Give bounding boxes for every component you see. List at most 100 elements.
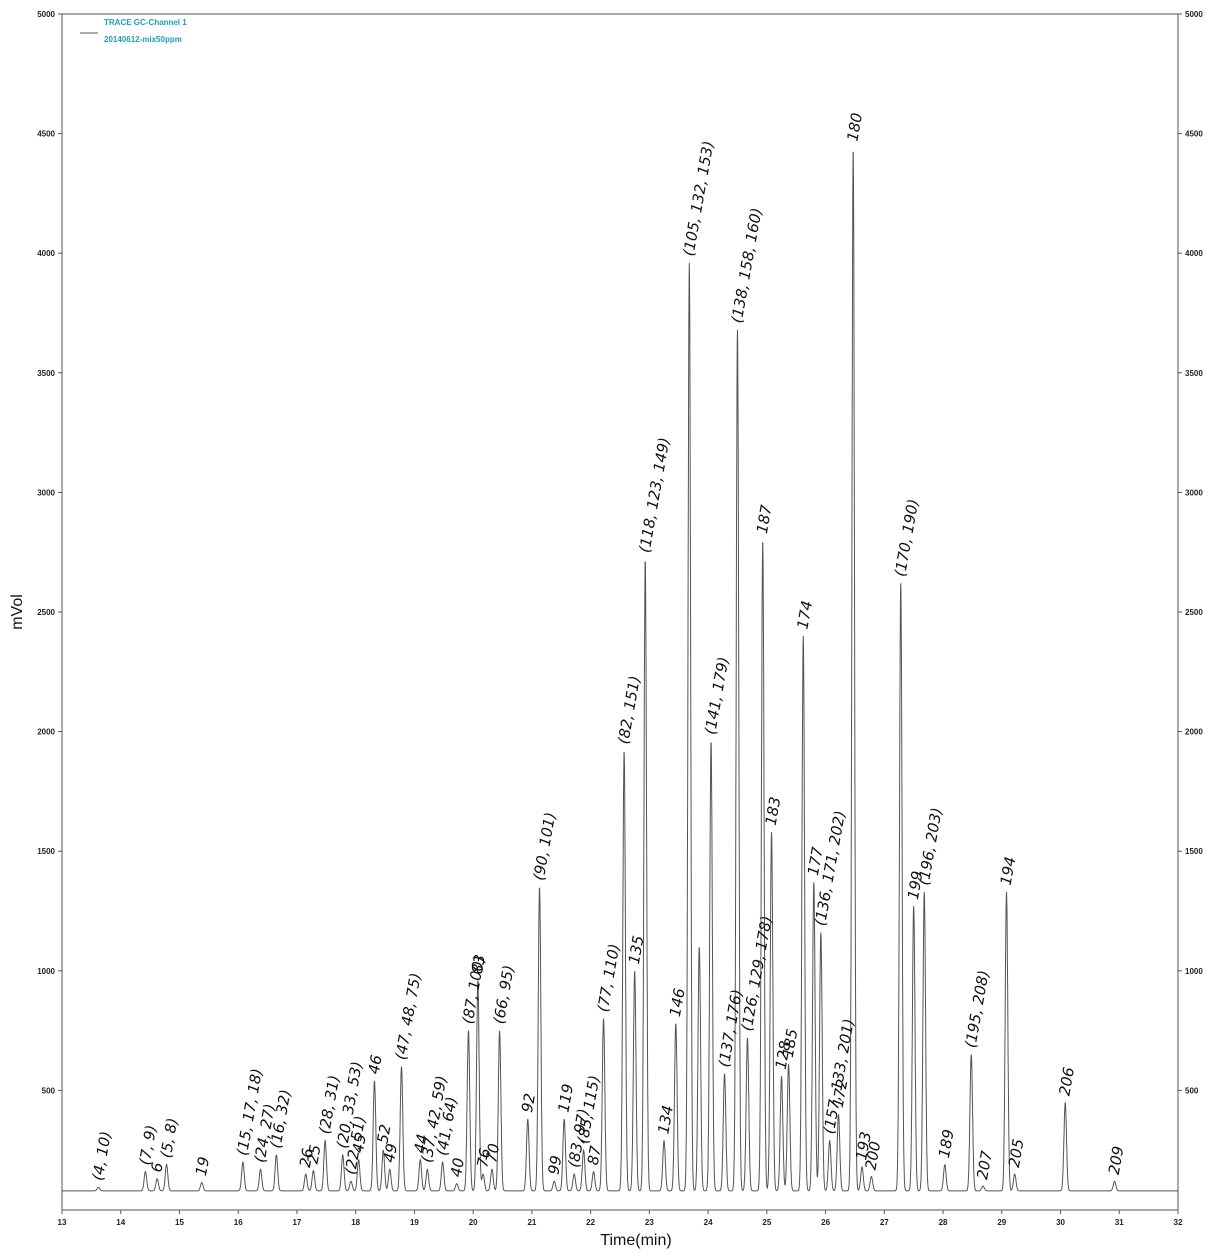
y-tick-label-left-6: 3500 <box>37 369 55 378</box>
x-tick-label-4: 17 <box>292 1218 301 1227</box>
chromatogram-trace <box>62 151 1178 1192</box>
y-tick-label-left-4: 2500 <box>37 608 55 617</box>
peak-label-53: (157, 133, 201) <box>820 1017 858 1135</box>
y-axis-right: 500 1000 1500 2000 2500 3000 3500 4000 4500 5000 <box>1178 10 1203 1095</box>
peak-label-25: 70 <box>482 1142 503 1164</box>
peak-label-33: 87 <box>584 1144 605 1166</box>
peak-label-7: (16, 32) <box>267 1088 295 1150</box>
y-tick-label-right-9: 5000 <box>1185 10 1203 19</box>
y-tick-label-right-6: 3500 <box>1185 369 1203 378</box>
peak-label-42: (141, 179) <box>701 655 732 735</box>
peak-label-50: 174 <box>794 599 817 630</box>
y-tick-label-left-0: 500 <box>42 1086 56 1095</box>
x-tick-label-14: 27 <box>880 1218 889 1227</box>
peak-label-30: 119 <box>554 1082 577 1113</box>
peak-label-35: (82, 151) <box>614 674 644 745</box>
y-tick-label-left-1: 1000 <box>37 967 55 976</box>
peak-label-14: 46 <box>365 1054 386 1076</box>
x-tick-label-2: 15 <box>175 1218 184 1227</box>
peak-label-61: 189 <box>935 1128 958 1159</box>
peak-label-0: (4, 10) <box>89 1130 115 1182</box>
peak-label-49: 185 <box>779 1027 802 1058</box>
y-tick-label-right-3: 2000 <box>1185 728 1203 737</box>
peak-label-34: (77, 110) <box>594 942 624 1013</box>
x-tick-label-15: 28 <box>939 1218 948 1227</box>
x-tick-label-16: 29 <box>997 1218 1006 1227</box>
x-axis-title: Time(min) <box>600 1232 671 1249</box>
x-tick-label-9: 22 <box>586 1218 595 1227</box>
legend: TRACE GC-Channel 1 20140612-mix50ppm <box>80 18 187 44</box>
y-tick-label-left-8: 4500 <box>37 130 55 139</box>
peak-label-58: (170, 190) <box>891 498 922 578</box>
plot-frame <box>61 13 1179 1211</box>
peak-label-48: 128 <box>772 1039 795 1070</box>
peak-label-65: 205 <box>1005 1137 1028 1168</box>
peak-label-37: (118, 123, 149) <box>636 436 674 554</box>
peak-label-55: 180 <box>843 111 866 142</box>
peak-label-46: 187 <box>753 503 776 535</box>
y-tick-label-right-5: 3000 <box>1185 488 1203 497</box>
peak-label-18: 44 <box>411 1133 432 1155</box>
peak-label-1: (7, 9) <box>136 1124 161 1167</box>
peak-label-3: (5, 8) <box>157 1116 182 1159</box>
y-tick-label-left-3: 2000 <box>37 728 55 737</box>
peak-label-26: (66, 95) <box>490 964 518 1026</box>
x-tick-label-0: 13 <box>58 1218 67 1227</box>
x-tick-label-13: 26 <box>821 1218 830 1227</box>
peak-label-8: 26 <box>296 1147 317 1169</box>
peak-label-2: 6 <box>147 1161 166 1174</box>
peak-label-56: 193 <box>852 1130 875 1161</box>
x-axis: 13 14 15 16 17 18 19 20 21 22 23 24 25 26 27 28 29 30 31 32 <box>58 1210 1183 1227</box>
peak-label-17: (47, 48, 75) <box>392 971 425 1061</box>
x-tick-label-18: 31 <box>1115 1218 1124 1227</box>
x-tick-label-5: 18 <box>351 1218 360 1227</box>
legend-sample: 20140612-mix50ppm <box>104 35 182 44</box>
y-tick-label-left-9: 5000 <box>37 10 55 19</box>
peak-label-57: 200 <box>862 1140 885 1171</box>
peak-label-29: 99 <box>544 1154 565 1176</box>
peak-label-66: 206 <box>1055 1066 1078 1097</box>
peak-label-60: (196, 203) <box>915 806 946 886</box>
peak-label-64: 194 <box>997 855 1020 886</box>
peak-label-4: 19 <box>192 1155 213 1177</box>
y-axis-title: mVol <box>9 594 26 630</box>
peak-label-21: 40 <box>447 1156 468 1178</box>
peak-label-38: 134 <box>654 1104 677 1135</box>
x-tick-label-3: 16 <box>234 1218 243 1227</box>
peak-label-67: 209 <box>1105 1145 1128 1176</box>
x-tick-label-1: 14 <box>116 1218 125 1227</box>
peak-label-13: 45 <box>349 1133 370 1155</box>
x-tick-label-17: 30 <box>1056 1218 1065 1227</box>
peak-label-44: (138, 158, 160) <box>728 206 766 324</box>
x-tick-label-6: 19 <box>410 1218 419 1227</box>
peak-label-63: 207 <box>973 1149 996 1181</box>
peak-label-39: 146 <box>666 987 689 1018</box>
y-tick-label-right-4: 2500 <box>1185 608 1203 617</box>
peak-label-15: 52 <box>374 1123 395 1145</box>
y-tick-label-right-2: 1500 <box>1185 847 1203 856</box>
y-tick-label-right-8: 4500 <box>1185 130 1203 139</box>
y-tick-label-right-7: 4000 <box>1185 249 1203 258</box>
peak-label-16: 49 <box>380 1142 401 1164</box>
peak-label-62: (195, 208) <box>961 969 992 1049</box>
x-tick-label-7: 20 <box>469 1218 478 1227</box>
y-tick-label-left-2: 1500 <box>37 847 55 856</box>
x-tick-label-8: 21 <box>527 1218 536 1227</box>
peak-label-54: 172 <box>829 1078 852 1109</box>
peak-label-27: 92 <box>518 1092 539 1114</box>
peak-label-24: 76 <box>473 1147 494 1169</box>
y-tick-label-left-5: 3000 <box>37 488 55 497</box>
x-tick-label-19: 32 <box>1174 1218 1183 1227</box>
peak-labels: (4, 10) (7, 9)6(5, 8)19(15, 17, 18)(24, 2… <box>89 111 1128 1182</box>
y-tick-label-right-0: 500 <box>1185 1086 1199 1095</box>
legend-channel: TRACE GC-Channel 1 <box>104 18 187 27</box>
peak-label-9: 25 <box>304 1143 325 1165</box>
x-tick-label-12: 25 <box>762 1218 771 1227</box>
x-tick-label-11: 24 <box>704 1218 713 1227</box>
peak-label-40: (105, 132, 153) <box>680 139 718 257</box>
y-tick-label-left-7: 4000 <box>37 249 55 258</box>
peak-label-28: (90, 101) <box>530 811 560 882</box>
y-axis-left: 500 1000 1500 2000 2500 3000 3500 4000 4500 5000 <box>37 10 62 1095</box>
